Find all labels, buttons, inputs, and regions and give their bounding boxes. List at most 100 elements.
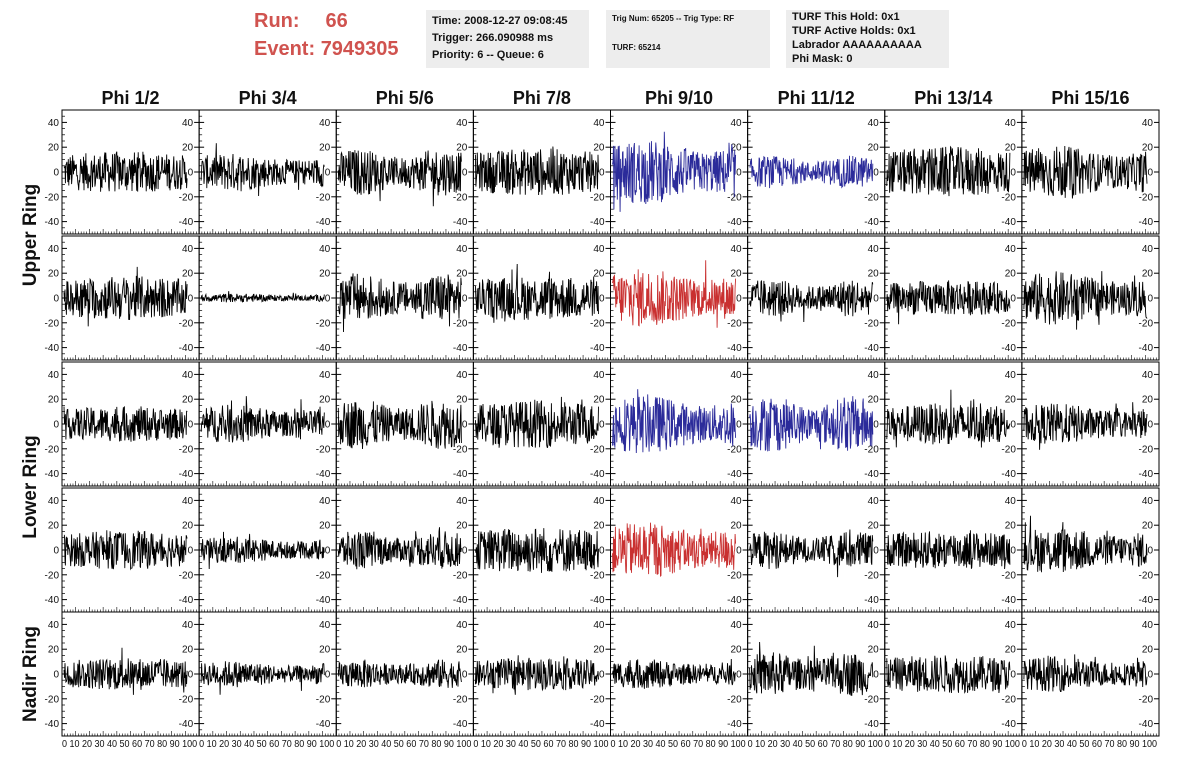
y-tick-label: -20 xyxy=(727,192,742,203)
y-tick-label: 0 xyxy=(188,294,194,305)
y-tick-label: 20 xyxy=(48,521,60,532)
y-tick-label: -40 xyxy=(1001,217,1016,228)
y-tick-label: 20 xyxy=(868,645,880,656)
y-tick-label: 40 xyxy=(1142,118,1154,129)
waveform-trace xyxy=(474,146,599,196)
y-tick-label: 40 xyxy=(319,244,331,255)
turf-text: TURF: 65214 xyxy=(612,43,661,52)
turf-info-box: TURF This Hold: 0x1 TURF Active Holds: 0… xyxy=(786,10,949,68)
column-header: Phi 5/6 xyxy=(376,88,434,108)
y-tick-label: 20 xyxy=(48,645,60,656)
waveform-panel: -40 -20 0 20 40 xyxy=(198,611,337,737)
waveform-panel: -40 -20 0 20 40 xyxy=(1021,611,1160,737)
x-tick-labels: 0 10 20 30 40 50 60 70 80 90 100 xyxy=(473,739,609,750)
y-tick-label: -40 xyxy=(1139,719,1154,730)
waveform-trace xyxy=(200,531,325,570)
y-tick-label: -20 xyxy=(179,318,194,329)
y-tick-label: 40 xyxy=(1142,620,1154,631)
y-tick-label: 20 xyxy=(593,143,605,154)
y-tick-label: 0 xyxy=(599,168,605,179)
y-tick-label: -40 xyxy=(1139,595,1154,606)
waveform-panel: -40 -20 0 20 40 xyxy=(198,487,337,613)
y-tick-label: 0 xyxy=(736,168,742,179)
waveform-panel: -40 -20 0 20 40 xyxy=(335,235,474,361)
waveform-panel: -40 -20 0 20 40 xyxy=(335,361,474,487)
y-tick-label: 40 xyxy=(456,496,468,507)
waveform-panel: -40 -40 -20 -20 0 0 20 20 40 40 xyxy=(45,487,200,613)
y-tick-label: 20 xyxy=(1142,269,1154,280)
waveform-trace xyxy=(63,530,188,571)
row-label: Nadir Ring xyxy=(20,626,41,722)
turf-active-text: TURF Active Holds: 0x1 xyxy=(792,25,916,37)
y-tick-label: 0 xyxy=(1010,168,1016,179)
waveform-trace xyxy=(200,291,325,303)
y-tick-label: -40 xyxy=(727,217,742,228)
y-tick-label: 0 xyxy=(325,670,331,681)
y-tick-label: 20 xyxy=(593,645,605,656)
waveform-trace xyxy=(749,396,874,452)
waveform-trace xyxy=(1023,145,1148,199)
y-tick-label: 20 xyxy=(182,143,194,154)
waveform-trace xyxy=(200,396,325,443)
y-tick-label: 20 xyxy=(182,645,194,656)
waveform-panel: -40 -20 0 20 40 xyxy=(747,611,886,737)
y-tick-label: 40 xyxy=(319,620,331,631)
y-tick-label: 40 xyxy=(456,118,468,129)
y-tick-label: 40 xyxy=(868,370,880,381)
y-tick-label: 0 xyxy=(462,294,468,305)
labrador-text: Labrador AAAAAAAAAA xyxy=(792,39,922,51)
y-tick-label: 40 xyxy=(48,496,60,507)
y-tick-label: 0 xyxy=(873,420,879,431)
waveform-panel: -40 -20 0 20 40 xyxy=(610,611,749,737)
waveform-trace xyxy=(1023,402,1148,450)
waveform-trace xyxy=(612,260,737,328)
waveform-panel: -40 -20 0 20 40 xyxy=(472,235,611,361)
x-tick-labels: 0 10 20 30 40 50 60 70 80 90 100 xyxy=(199,739,335,750)
y-tick-label: -20 xyxy=(727,694,742,705)
y-tick-label: 0 xyxy=(188,546,194,557)
y-tick-label: -40 xyxy=(179,719,194,730)
waveform-panel: -40 -20 0 20 40 xyxy=(747,235,886,361)
y-tick-label: -40 xyxy=(727,343,742,354)
time-text: Time: 2008-12-27 09:08:45 xyxy=(432,15,568,27)
y-tick-label: -20 xyxy=(864,192,879,203)
y-tick-label: 0 xyxy=(53,420,59,431)
y-tick-label: 0 xyxy=(1010,670,1016,681)
y-tick-label: 20 xyxy=(456,521,468,532)
y-tick-label: 20 xyxy=(319,395,331,406)
waveform-trace xyxy=(474,655,599,695)
y-tick-label: 0 xyxy=(53,546,59,557)
y-tick-label: 40 xyxy=(48,118,60,129)
y-tick-label: 0 xyxy=(736,420,742,431)
y-tick-label: -20 xyxy=(1001,570,1016,581)
y-tick-label: -20 xyxy=(45,318,60,329)
y-tick-label: 20 xyxy=(48,143,60,154)
y-tick-label: 0 xyxy=(462,546,468,557)
y-tick-label: 0 xyxy=(1147,294,1153,305)
y-tick-label: 20 xyxy=(731,143,743,154)
y-tick-label: -20 xyxy=(727,318,742,329)
y-tick-label: -40 xyxy=(316,469,331,480)
y-tick-label: -40 xyxy=(864,595,879,606)
y-tick-label: 40 xyxy=(1142,244,1154,255)
waveform-panel: -40 -20 0 20 40 xyxy=(1021,109,1160,235)
time-info-box: Time: 2008-12-27 09:08:45 Trigger: 266.0… xyxy=(426,10,589,68)
waveform-panel: -40 -20 0 20 40 xyxy=(1021,487,1160,613)
waveform-panel: -40 -20 0 20 40 xyxy=(472,361,611,487)
y-tick-label: 0 xyxy=(599,670,605,681)
y-tick-label: -20 xyxy=(45,192,60,203)
y-tick-label: 20 xyxy=(319,645,331,656)
event-value: 7949305 xyxy=(320,38,399,60)
y-tick-label: 0 xyxy=(462,420,468,431)
trigger-text: Trigger: 266.090988 ms xyxy=(432,32,554,44)
row-label: Lower Ring xyxy=(20,435,41,538)
y-tick-label: 20 xyxy=(593,521,605,532)
y-tick-label: 20 xyxy=(731,269,743,280)
y-tick-label: -40 xyxy=(727,595,742,606)
y-tick-label: -40 xyxy=(864,469,879,480)
y-tick-label: 40 xyxy=(182,244,194,255)
y-tick-label: 40 xyxy=(731,370,743,381)
y-tick-label: 20 xyxy=(456,395,468,406)
y-tick-label: 40 xyxy=(1005,370,1017,381)
waveform-trace xyxy=(1023,271,1148,330)
